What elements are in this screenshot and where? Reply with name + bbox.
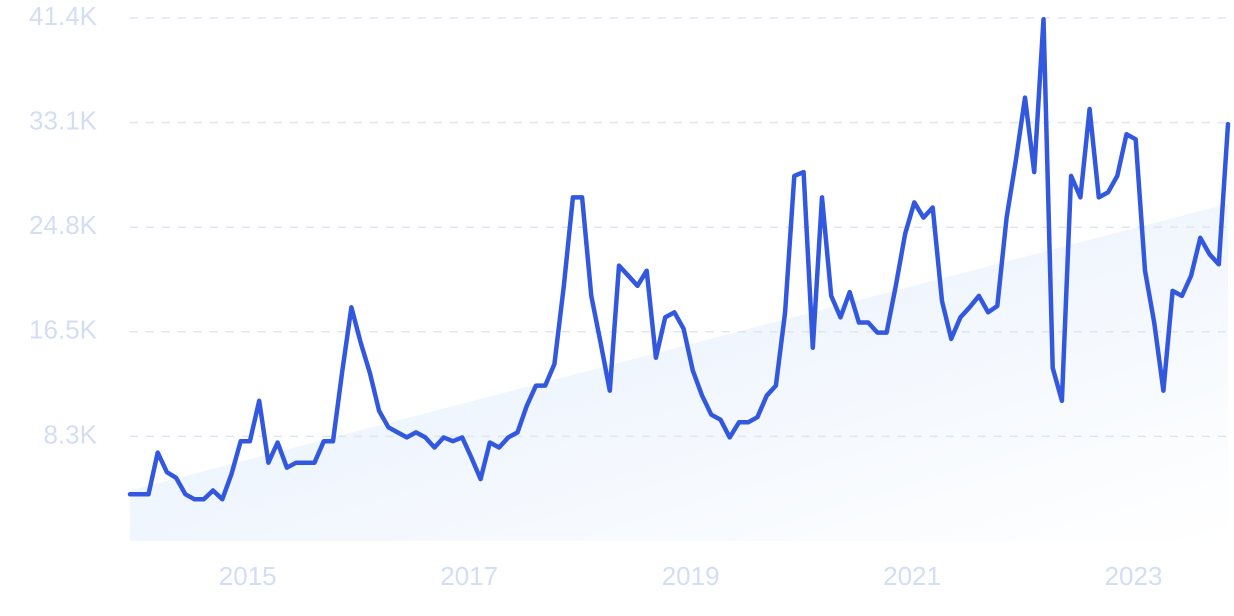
data-line bbox=[127, 17, 1231, 502]
y-tick-label: 24.8K bbox=[29, 210, 98, 240]
y-tick-label: 16.5K bbox=[29, 315, 98, 345]
x-tick-label: 2017 bbox=[440, 561, 498, 591]
x-tick-label: 2019 bbox=[662, 561, 720, 591]
x-tick-label: 2021 bbox=[883, 561, 941, 591]
trend-area bbox=[130, 203, 1228, 542]
y-tick-label: 41.4K bbox=[29, 1, 98, 31]
y-tick-label: 33.1K bbox=[29, 105, 98, 135]
y-tick-label: 8.3K bbox=[44, 419, 98, 449]
x-tick-label: 2023 bbox=[1105, 561, 1163, 591]
x-tick-label: 2015 bbox=[219, 561, 277, 591]
